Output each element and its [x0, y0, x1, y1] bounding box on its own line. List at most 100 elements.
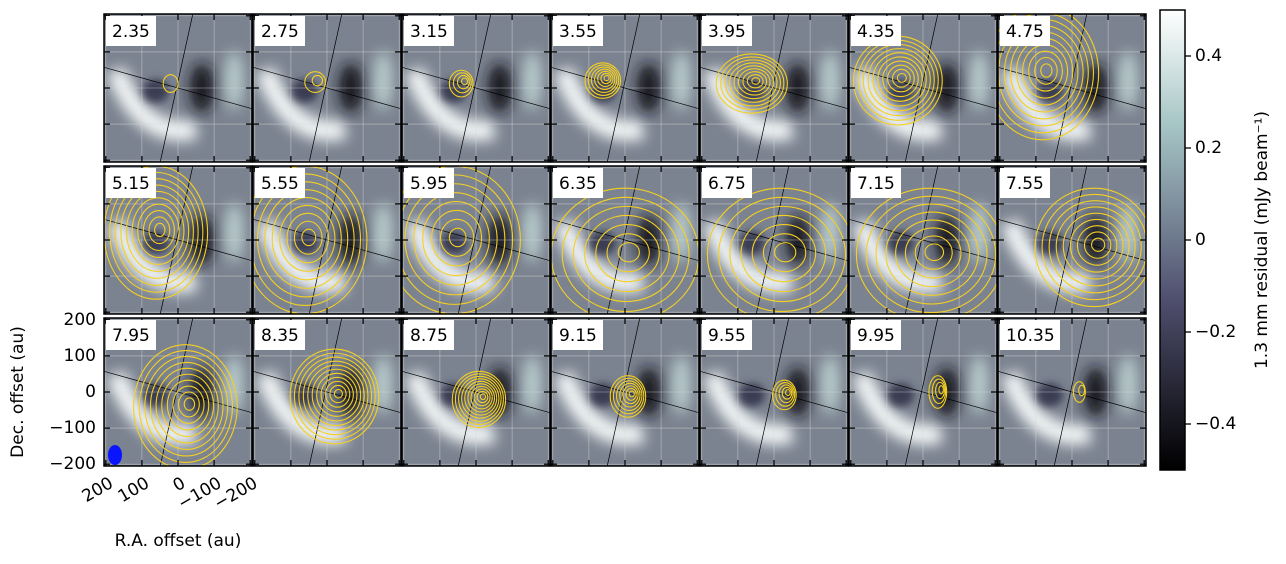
colorbar-label: 1.3 mm residual (mJy beam⁻¹) — [1252, 111, 1272, 369]
contour — [1040, 63, 1053, 78]
channel-label: 3.15 — [410, 22, 448, 42]
axis-line — [402, 218, 550, 262]
light-strip — [1119, 51, 1138, 111]
colorbar-tick-label: 0 — [1195, 230, 1206, 250]
y-tick-label: −200 — [49, 454, 96, 474]
contour — [154, 222, 166, 238]
contour — [476, 390, 489, 404]
axis-line — [457, 166, 492, 314]
colorbar-tick-label: −0.2 — [1195, 322, 1236, 342]
channel-label: 7.15 — [857, 174, 895, 194]
label-box — [1000, 320, 1060, 350]
light-strip — [374, 51, 393, 111]
contour — [781, 386, 793, 400]
contour — [784, 389, 791, 397]
light-strip — [821, 51, 840, 111]
channel-label: 2.35 — [112, 22, 150, 42]
beam — [108, 445, 122, 465]
contour — [178, 391, 200, 418]
bright-arc — [553, 66, 645, 141]
label-box — [106, 168, 156, 198]
light-strip — [374, 203, 393, 263]
label-box — [553, 168, 603, 198]
panel — [700, 166, 848, 314]
dark-inner — [291, 383, 319, 407]
contour — [448, 69, 474, 98]
label-box — [851, 320, 901, 350]
contour — [461, 77, 469, 86]
axis-line — [904, 318, 939, 466]
contour — [855, 187, 997, 314]
panel — [849, 318, 997, 466]
contour — [264, 189, 349, 289]
contour — [457, 375, 502, 422]
contour — [1028, 50, 1063, 92]
contour — [329, 384, 347, 404]
axis-line — [457, 14, 492, 162]
contour — [137, 203, 180, 259]
contour — [161, 373, 215, 437]
contour — [587, 64, 620, 96]
contour — [597, 70, 614, 88]
contour — [887, 64, 915, 93]
contour — [439, 218, 475, 257]
contour — [625, 387, 637, 401]
light-strip — [672, 203, 691, 263]
colorbar — [1159, 9, 1186, 471]
bright-arc — [255, 218, 347, 293]
light-strip — [970, 203, 989, 263]
channel-label: 5.95 — [410, 174, 448, 194]
bright-arc — [255, 66, 347, 141]
contour — [924, 243, 945, 262]
light-strip — [225, 203, 244, 263]
contour — [865, 195, 997, 314]
contour — [1076, 225, 1118, 266]
channel-label: 3.95 — [708, 22, 746, 42]
dark-inner — [1036, 383, 1064, 407]
axis-line — [700, 66, 848, 110]
channel-label: 6.35 — [559, 174, 597, 194]
label-box — [106, 320, 156, 350]
dark-inner — [291, 79, 319, 103]
contour — [606, 233, 650, 273]
contour — [740, 214, 827, 293]
light-strip — [523, 203, 542, 263]
axis-line — [104, 66, 252, 110]
contour — [470, 385, 493, 410]
dark-inner — [440, 231, 468, 255]
bright-arc — [553, 218, 645, 293]
contour — [138, 350, 234, 463]
axis-line — [402, 66, 550, 110]
channel-label: 4.75 — [1006, 22, 1044, 42]
contour — [998, 14, 1094, 134]
contour — [584, 214, 670, 293]
dark-inner — [738, 383, 766, 407]
contour — [609, 375, 647, 418]
axis-line — [904, 14, 939, 162]
contour — [301, 228, 317, 247]
panel — [104, 14, 252, 162]
contour — [600, 72, 612, 85]
contour — [1034, 56, 1058, 85]
contour — [166, 379, 210, 431]
light-strip — [523, 355, 542, 415]
contour — [324, 380, 351, 408]
axis-line — [700, 218, 848, 262]
label-box — [404, 168, 454, 198]
axis-line — [755, 166, 790, 314]
channel-label: 7.55 — [1006, 174, 1044, 194]
light-strip — [821, 355, 840, 415]
contour — [131, 197, 185, 265]
axis-line — [457, 318, 492, 466]
contour — [619, 382, 641, 408]
channel-label: 9.55 — [708, 326, 746, 346]
axis-line — [551, 370, 699, 414]
contour — [404, 183, 506, 296]
contour — [456, 74, 470, 90]
contour — [162, 74, 179, 93]
label-box — [851, 16, 901, 46]
channel-label: 5.55 — [261, 174, 299, 194]
contour — [715, 53, 788, 114]
contour — [778, 384, 794, 404]
